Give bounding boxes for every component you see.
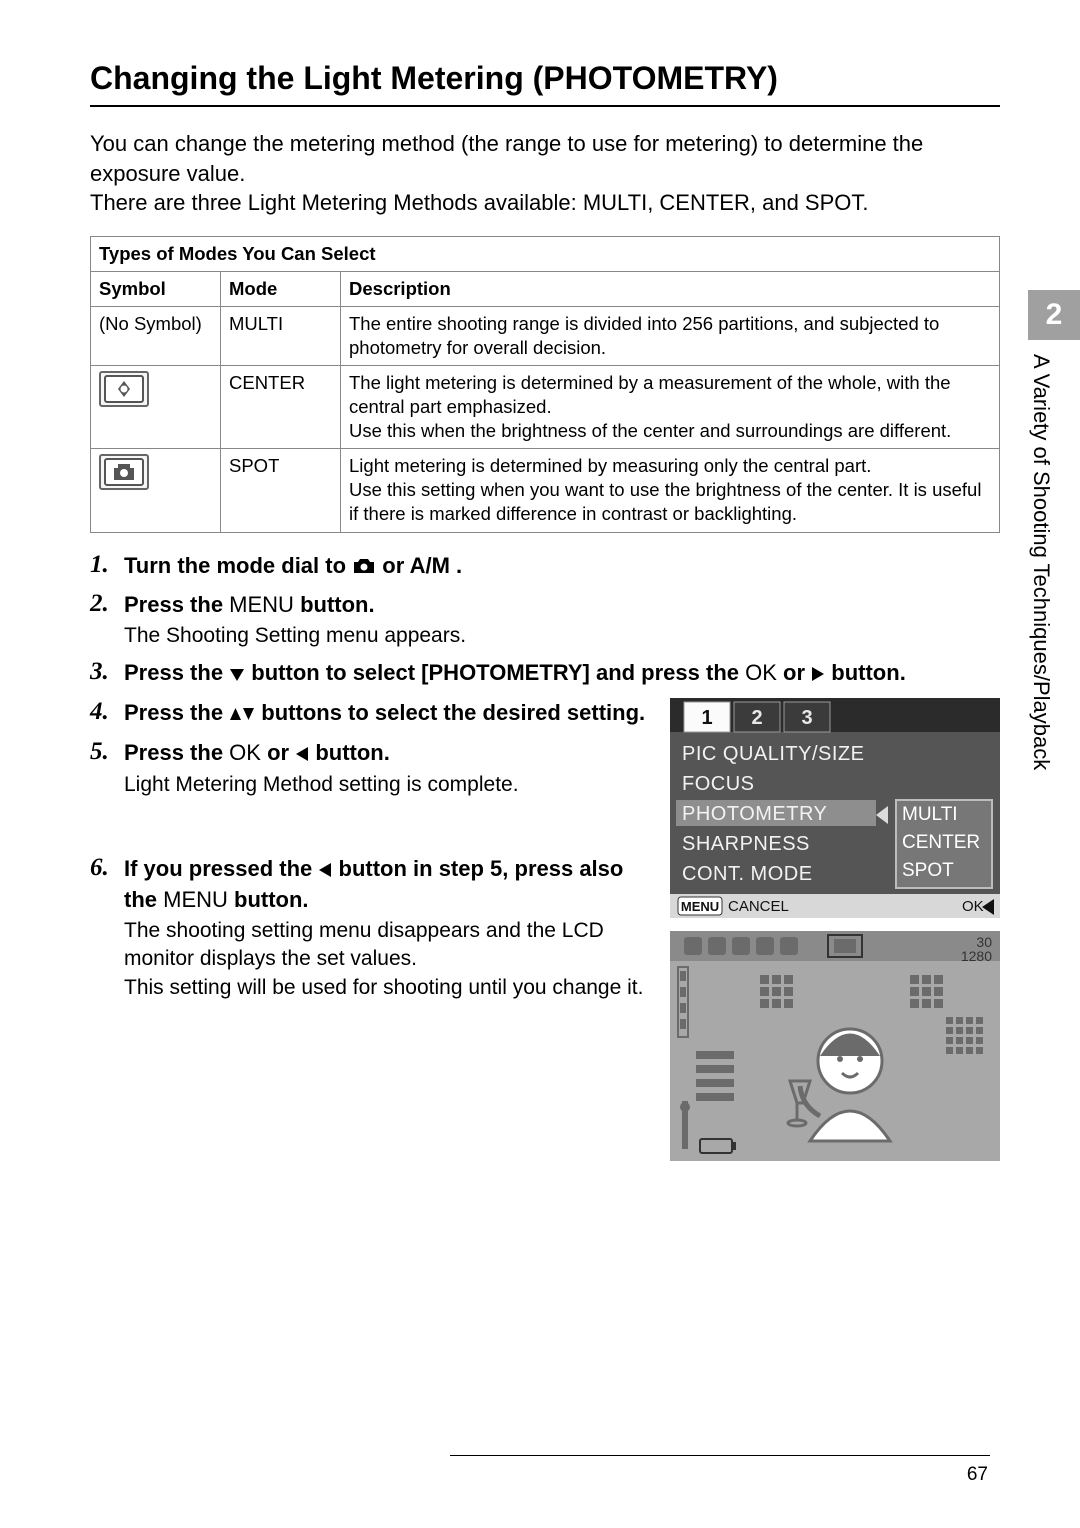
cell-symbol: (No Symbol) xyxy=(91,307,221,366)
svg-text:MENU: MENU xyxy=(681,899,719,914)
svg-text:SPOT: SPOT xyxy=(902,860,954,881)
table-row: (No Symbol) MULTI The entire shooting ra… xyxy=(91,307,1000,366)
cell-symbol xyxy=(91,449,221,532)
step-number: 5 xyxy=(90,738,109,766)
step-text: button. xyxy=(294,592,375,617)
svg-text:MULTI: MULTI xyxy=(902,804,958,825)
step-body: The Shooting Setting menu appears. xyxy=(124,622,1000,650)
cell-mode: SPOT xyxy=(221,449,341,532)
spot-metering-icon xyxy=(99,454,149,490)
step: 5 Press the OK or button. Light Metering… xyxy=(90,738,652,800)
step-text: Press the xyxy=(124,592,229,617)
svg-text:SHARPNESS: SHARPNESS xyxy=(682,833,810,855)
instruction-steps-cont: 4 Press the buttons to select the desire… xyxy=(90,698,652,1002)
cell-desc: The entire shooting range is divided int… xyxy=(341,307,1000,366)
chapter-number: 2 xyxy=(1028,290,1080,340)
page-number: 67 xyxy=(967,1464,988,1486)
svg-text:PHOTOMETRY: PHOTOMETRY xyxy=(682,803,827,825)
step-body: Light Metering Method setting is complet… xyxy=(124,771,652,799)
camera-menu-screenshot: 1 2 3 PIC QUALITY/SIZE FOCUS PHOTOMETRY SHARPN… xyxy=(670,698,1000,918)
svg-text:OK: OK xyxy=(962,898,984,915)
step-text: button. xyxy=(228,887,309,912)
svg-text:CANCEL: CANCEL xyxy=(728,898,789,915)
svg-text:2: 2 xyxy=(751,707,762,729)
chapter-title: A Variety of Shooting Techniques/Playbac… xyxy=(1028,340,1066,770)
step-text: Press the xyxy=(124,660,229,685)
step-text: Press the xyxy=(124,700,229,725)
step: 6 If you pressed the button in step 5, p… xyxy=(90,854,652,1002)
table-row: SPOT Light metering is determined by mea… xyxy=(91,449,1000,532)
step: 3 Press the button to select [PHOTOMETRY… xyxy=(90,658,1000,690)
step-number: 3 xyxy=(90,658,109,686)
step-text: or A/M . xyxy=(382,553,462,578)
svg-text:FOCUS: FOCUS xyxy=(682,773,755,795)
header-description: Description xyxy=(341,272,1000,307)
step-number: 1 xyxy=(90,551,109,579)
step-text: button. xyxy=(315,740,390,765)
step-text: Turn the mode dial to xyxy=(124,553,352,578)
up-down-arrow-icon xyxy=(229,700,255,730)
svg-text:3: 3 xyxy=(801,707,812,729)
svg-text:1280: 1280 xyxy=(961,948,992,964)
cell-symbol xyxy=(91,366,221,449)
ok-label: OK xyxy=(745,660,777,685)
svg-text:CONT. MODE: CONT. MODE xyxy=(682,863,813,885)
cell-mode: CENTER xyxy=(221,366,341,449)
camera-icon xyxy=(352,553,376,583)
page-intro: You can change the metering method (the … xyxy=(90,129,1000,218)
step-text: Press the xyxy=(124,740,229,765)
modes-table: Types of Modes You Can Select Symbol Mod… xyxy=(90,236,1000,532)
step-number: 4 xyxy=(90,698,109,726)
camera-lcd-screenshot: 301280 xyxy=(670,931,1000,1161)
cell-desc: The light metering is determined by a me… xyxy=(341,366,1000,449)
step: 2 Press the MENU button. The Shooting Se… xyxy=(90,590,1000,650)
table-title: Types of Modes You Can Select xyxy=(91,237,1000,272)
step-text: button to select [PHOTOMETRY] and press … xyxy=(251,660,745,685)
step: 1 Turn the mode dial to or A/M . xyxy=(90,551,1000,583)
svg-text:PIC QUALITY/SIZE: PIC QUALITY/SIZE xyxy=(682,743,864,765)
cell-mode: MULTI xyxy=(221,307,341,366)
left-arrow-icon xyxy=(295,740,309,770)
ok-label: OK xyxy=(229,740,261,765)
step-body: The shooting setting menu disappears and… xyxy=(124,917,652,1002)
step-text: If you pressed the xyxy=(124,856,318,881)
step-text: button. xyxy=(831,660,906,685)
step-text: or xyxy=(261,740,295,765)
svg-text:1: 1 xyxy=(701,707,712,729)
step-text: or xyxy=(777,660,811,685)
step-number: 2 xyxy=(90,590,109,618)
instruction-steps: 1 Turn the mode dial to or A/M . 2 Press… xyxy=(90,551,1000,690)
menu-label: MENU xyxy=(163,887,228,912)
header-mode: Mode xyxy=(221,272,341,307)
footer-rule xyxy=(450,1455,990,1456)
down-arrow-icon xyxy=(229,660,245,690)
chapter-side-tab: 2 A Variety of Shooting Techniques/Playb… xyxy=(1028,290,1080,1290)
header-symbol: Symbol xyxy=(91,272,221,307)
svg-text:CENTER: CENTER xyxy=(902,832,980,853)
left-arrow-icon xyxy=(318,856,332,886)
step: 4 Press the buttons to select the desire… xyxy=(90,698,652,730)
page-title: Changing the Light Metering (PHOTOMETRY) xyxy=(90,60,1000,107)
menu-label: MENU xyxy=(229,592,294,617)
step-number: 6 xyxy=(90,854,109,882)
step-text: buttons to select the desired setting. xyxy=(261,700,645,725)
cell-desc: Light metering is determined by measurin… xyxy=(341,449,1000,532)
right-arrow-icon xyxy=(811,660,825,690)
table-row: CENTER The light metering is determined … xyxy=(91,366,1000,449)
center-metering-icon xyxy=(99,371,149,407)
